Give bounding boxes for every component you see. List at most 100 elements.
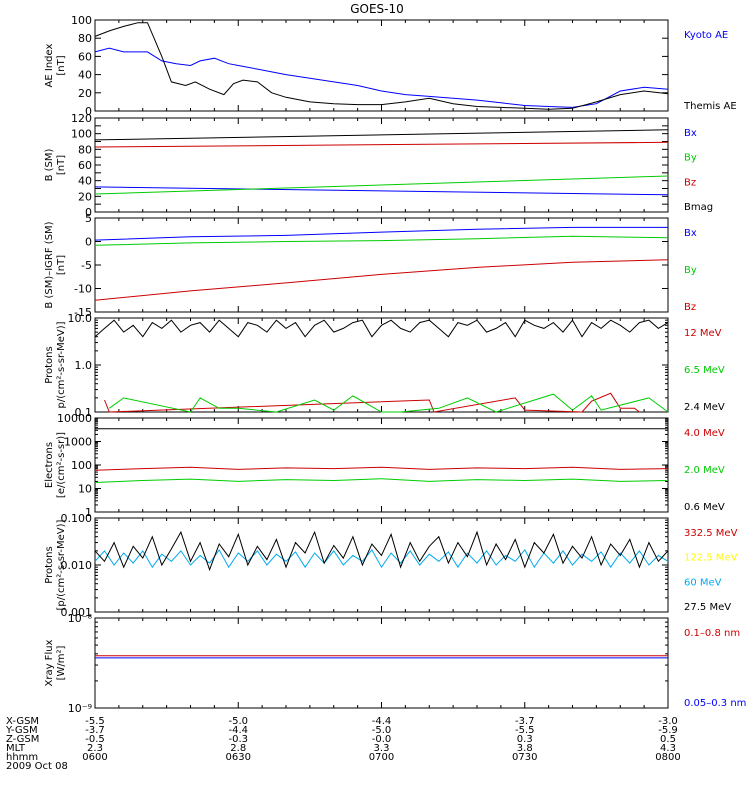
series-line-kyoto-ae (94, 47, 669, 108)
legend-entry: 2.4 MeV (684, 402, 725, 413)
figure-title: GOES-10 (350, 2, 404, 16)
x-tick-label: -5.5 (515, 725, 535, 736)
y-tick-label: 0 (85, 206, 92, 219)
x-row-label: 2009 Oct 08 (6, 761, 68, 772)
y-axis-label: B (SM) (44, 148, 55, 181)
y-axis-label: Xray Flux (44, 639, 55, 686)
legend-entry: Kyoto AE (684, 30, 728, 41)
legend-entry: 60 MeV (684, 577, 722, 588)
y-tick-label: -10 (74, 283, 92, 296)
x-tick-label: 3.3 (374, 743, 390, 754)
y-axis-label: Electrons (44, 442, 55, 488)
legend-entry: 0.1–0.8 nm (684, 628, 740, 639)
y-axis-label: AE Index (44, 43, 55, 87)
y-tick-label: 10.0 (68, 312, 93, 325)
series-line-bmag (94, 129, 669, 141)
y-tick-label: 80 (78, 32, 92, 45)
panel-frame (94, 19, 669, 112)
y-axis-label: p/(cm²-s-sr-MeV)] (56, 321, 67, 408)
y-tick-label: 100 (71, 459, 92, 472)
y-tick-label: -5 (81, 259, 92, 272)
panel-frame (94, 417, 669, 513)
y-tick-label: -15 (74, 306, 92, 319)
panel-ae: 0 20 40 60 80 100 AE Index [nT] Kyoto AE Themis A… (44, 14, 737, 118)
panel-bdiff: -15 -10 -5 0 5 B (SM)–IGRF (SM) [nT] Bx By Bz (44, 212, 697, 319)
series-line-themis-ae (94, 22, 669, 110)
x-tick-label: -5.9 (658, 725, 678, 736)
legend-entry: By (684, 153, 697, 164)
y-axis-label: [W/m²] (56, 645, 67, 680)
y-tick-label: 0 (85, 236, 92, 249)
legend-entry: 4.0 MeV (684, 428, 725, 439)
panel-protons_high: 0.001 0.010 0.100 Protons [p/(cm²-s-sr-MeV)]… (44, 512, 738, 619)
x-row-label: hhmm (6, 752, 38, 763)
y-tick-label: 10⁻⁸ (68, 612, 93, 625)
y-tick-label: 10 (78, 483, 92, 496)
legend-entry: 12 MeV (684, 328, 722, 339)
x-tick-label: 0.3 (517, 734, 533, 745)
x-tick-label: 0600 (82, 752, 107, 763)
y-tick-label: 0.100 (61, 512, 93, 525)
x-tick-label: -0.3 (228, 734, 248, 745)
x-tick-label: -0.5 (85, 734, 105, 745)
x-tick-label: -5.5 (85, 716, 105, 727)
y-tick-label: 40 (78, 69, 92, 82)
y-axis-label: [nT] (56, 255, 67, 275)
x-row-label: Y-GSM (5, 725, 38, 736)
x-row-label: MLT (6, 743, 26, 754)
series-line-4-0-mev (94, 466, 669, 471)
x-tick-label: -3.7 (515, 716, 535, 727)
y-axis-label: B (SM)–IGRF (SM) (44, 221, 55, 308)
legend-entry: 2.0 MeV (684, 465, 725, 476)
legend-entry: Themis AE (683, 101, 737, 112)
y-tick-label: 5 (85, 212, 92, 225)
y-tick-label: 1.0 (75, 359, 93, 372)
y-tick-label: 0 (85, 105, 92, 118)
y-tick-label: 80 (78, 143, 92, 156)
y-tick-label: 20 (78, 87, 92, 100)
legend-entry: Bz (684, 302, 696, 313)
y-axis-label: [nT] (56, 155, 67, 175)
x-tick-label: -3.7 (85, 725, 105, 736)
legend-entry: 0.6 MeV (684, 502, 725, 513)
x-tick-label: 2.3 (87, 743, 103, 754)
x-tick-label: -4.4 (228, 725, 248, 736)
y-tick-label: 10⁻⁹ (68, 702, 92, 715)
panel-electrons: 1 10 100 1000 10000 Electrons [e/(cm²-s-sr)] 4.… (44, 412, 725, 519)
y-tick-label: 0.001 (61, 606, 93, 619)
legend-entry: By (684, 265, 697, 276)
x-tick-label: 0700 (369, 752, 394, 763)
y-axis-label: Protons (44, 546, 55, 583)
series-line-6-5-mev (109, 393, 669, 413)
series-line-bx (94, 226, 668, 241)
y-tick-label: 0.010 (61, 559, 93, 572)
y-tick-label: 60 (78, 50, 92, 63)
panel-bsm: 0 20 40 60 80 100 120 B (SM) [nT] Bx By Bz Bmag (44, 112, 713, 219)
legend-entry: Bx (684, 228, 697, 239)
y-tick-label: 1 (85, 506, 92, 519)
series-line-2-4-mev (94, 319, 669, 338)
series-line-by (94, 235, 669, 246)
x-tick-label: 4.3 (660, 743, 676, 754)
legend-entry: Bmag (684, 202, 713, 213)
series-line-27-5-mev (94, 530, 669, 572)
series-line-bx (94, 186, 669, 196)
panel-protons_low: 0.1 1.0 10.0 Protons p/(cm²-s-sr-MeV)] 12 MeV… (44, 312, 725, 419)
series-line-60-mev (94, 548, 669, 569)
x-tick-label: -5.0 (228, 716, 248, 727)
legend-entry: Bz (684, 177, 696, 188)
panel-xray: 10⁻⁹ 10⁻⁸ Xray Flux [W/m²] 0.1–0.8 nm 0.05–0.… (44, 612, 746, 715)
y-tick-label: 1000 (64, 436, 92, 449)
x-tick-label: -5.0 (372, 725, 392, 736)
y-axis-label: Protons (44, 346, 55, 383)
x-row-label: Z-GSM (6, 734, 39, 745)
y-tick-label: 100 (71, 128, 92, 141)
legend-entry: 122.5 MeV (684, 553, 738, 564)
x-tick-label: 2.8 (230, 743, 246, 754)
x-tick-label: -3.0 (658, 716, 678, 727)
y-axis-label: [e/(cm²-s-sr)] (56, 432, 67, 498)
series-line-12-mev (104, 392, 640, 413)
y-tick-label: 60 (78, 159, 92, 172)
legend-entry: 0.05–0.3 nm (684, 698, 746, 709)
